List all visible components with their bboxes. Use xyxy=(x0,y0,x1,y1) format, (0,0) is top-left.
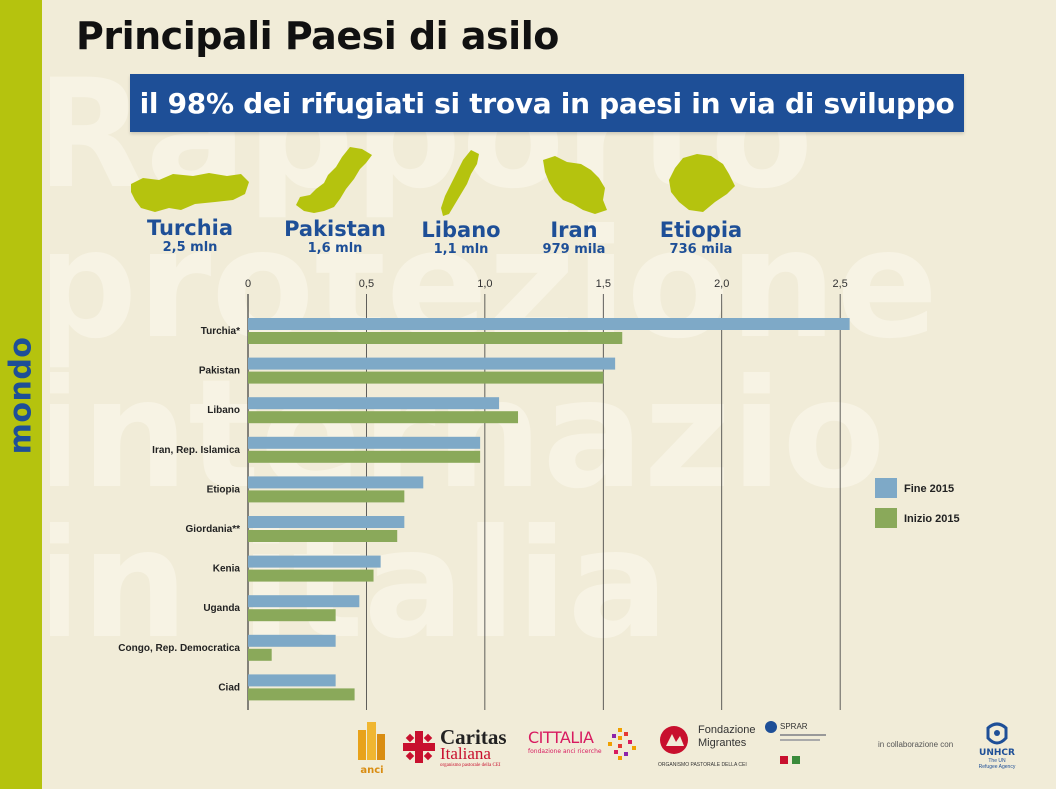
caritas-tagline: organismo pastorale della CEI xyxy=(440,763,501,768)
bar-fine-2015 xyxy=(248,595,360,608)
unhcr-sub-1: The UN xyxy=(988,758,1006,764)
category-label: Libano xyxy=(207,405,240,416)
tick-label: 0 xyxy=(245,278,251,290)
lebanon-map-icon xyxy=(441,150,479,216)
sprar-line xyxy=(780,734,826,736)
cittalia-sub: fondazione anci ricerche xyxy=(528,748,602,755)
category-label: Iran, Rep. Islamica xyxy=(152,445,240,456)
bar-fine-2015 xyxy=(248,634,336,647)
country-value: 1,1 mln xyxy=(433,242,489,257)
bar-fine-2015 xyxy=(248,555,381,568)
caritas-logo: Caritas Italiana organismo pastorale del… xyxy=(402,726,514,772)
bar-inizio-2015 xyxy=(248,371,604,384)
ethiopia-map-icon xyxy=(669,154,735,212)
category-label: Etiopia xyxy=(207,484,241,495)
country-value: 736 mila xyxy=(669,242,733,257)
migrantes-name-1: Fondazione xyxy=(698,724,756,736)
category-label: Congo, Rep. Democratica xyxy=(118,643,240,654)
bar-inizio-2015 xyxy=(248,332,623,344)
page-title: Principali Paesi di asilo xyxy=(76,14,559,58)
iran-map-icon xyxy=(543,156,607,214)
bar-fine-2015 xyxy=(248,318,850,330)
country-etiopia: Etiopia 736 mila xyxy=(656,152,746,258)
subtitle-text: il 98% dei rifugiati si trova in paesi i… xyxy=(139,86,955,120)
country-name: Libano xyxy=(421,218,501,242)
unhcr-text: UNHCR xyxy=(979,748,1015,758)
migrantes-logo: Fondazione Migrantes ORGANISMO PASTORALE… xyxy=(658,722,756,774)
side-strip xyxy=(0,0,42,789)
migrantes-emblem-icon xyxy=(660,726,688,754)
country-name: Turchia xyxy=(146,216,234,240)
bar-fine-2015 xyxy=(248,476,424,489)
unhcr-emblem-icon xyxy=(986,722,1008,745)
tick-label: 2,0 xyxy=(714,278,729,290)
legend-label: Inizio 2015 xyxy=(904,513,960,525)
cittalia-logo: CITTALIA fondazione anci ricerche xyxy=(528,728,638,772)
turkey-map-icon xyxy=(131,173,249,212)
bar-inizio-2015 xyxy=(248,648,272,661)
sprar-line xyxy=(780,739,820,741)
migrantes-tagline: ORGANISMO PASTORALE DELLA CEI xyxy=(658,762,747,768)
category-label: Uganda xyxy=(203,603,240,614)
category-label: Kenia xyxy=(213,564,241,575)
bar-inizio-2015 xyxy=(248,530,398,542)
tick-label: 0,5 xyxy=(359,278,374,290)
legend-swatch xyxy=(875,478,897,498)
category-label: Ciad xyxy=(218,682,240,693)
tick-label: 1,5 xyxy=(596,278,611,290)
caritas-sub: Italiana xyxy=(440,744,491,763)
collaboration-note: in collaborazione con xyxy=(878,740,954,749)
country-libano: Libano 1,1 mln xyxy=(416,148,506,258)
bar-inizio-2015 xyxy=(248,609,336,622)
unhcr-sub-2: Refugee Agency xyxy=(978,764,1016,770)
sprar-dot-icon xyxy=(765,721,777,733)
category-label: Turchia* xyxy=(201,326,240,337)
country-name: Iran xyxy=(550,218,598,242)
bar-inizio-2015 xyxy=(248,490,405,503)
country-value: 2,5 mln xyxy=(162,240,218,255)
cittalia-text: CITTALIA xyxy=(528,728,594,747)
pakistan-map-icon xyxy=(296,147,372,213)
anci-logo: anci xyxy=(354,720,390,776)
bar-fine-2015 xyxy=(248,674,336,687)
legend-label: Fine 2015 xyxy=(904,483,954,495)
category-label: Giordania** xyxy=(186,524,241,535)
subtitle-banner: il 98% dei rifugiati si trova in paesi i… xyxy=(130,74,964,132)
bar-fine-2015 xyxy=(248,516,405,528)
tick-label: 2,5 xyxy=(833,278,848,290)
sprar-text: SPRAR xyxy=(780,722,808,731)
bar-fine-2015 xyxy=(248,357,616,370)
sprar-logo: SPRAR xyxy=(764,720,834,774)
unhcr-logo: UNHCR The UN Refugee Agency xyxy=(972,722,1022,778)
bar-inizio-2015 xyxy=(248,569,374,582)
caritas-cross-icon xyxy=(403,731,435,763)
migrantes-name-2: Migrantes xyxy=(698,737,747,749)
sprar-flag-icon xyxy=(792,756,800,764)
bar-inizio-2015 xyxy=(248,411,519,424)
category-label: Pakistan xyxy=(199,366,240,377)
caritas-name: Caritas xyxy=(440,725,507,749)
country-name: Etiopia xyxy=(659,218,743,242)
anci-text: anci xyxy=(360,765,384,776)
tick-label: 1,0 xyxy=(477,278,492,290)
country-value: 1,6 mln xyxy=(307,241,363,256)
country-name: Pakistan xyxy=(284,217,386,241)
bar-fine-2015 xyxy=(248,436,481,449)
bar-inizio-2015 xyxy=(248,450,481,463)
footer-logos: anci Caritas Italiana organismo pastoral… xyxy=(340,718,1040,778)
bar-fine-2015 xyxy=(248,397,500,410)
country-turchia: Turchia 2,5 mln xyxy=(128,170,252,256)
country-value: 979 mila xyxy=(542,242,606,257)
country-pakistan: Pakistan 1,6 mln xyxy=(282,145,388,257)
cittalia-dots-icon xyxy=(608,728,636,760)
sprar-flag-icon xyxy=(780,756,788,764)
tower-icon xyxy=(358,722,385,760)
legend-swatch xyxy=(875,508,897,528)
country-iran: Iran 979 mila xyxy=(528,154,620,258)
bar-inizio-2015 xyxy=(248,688,355,701)
